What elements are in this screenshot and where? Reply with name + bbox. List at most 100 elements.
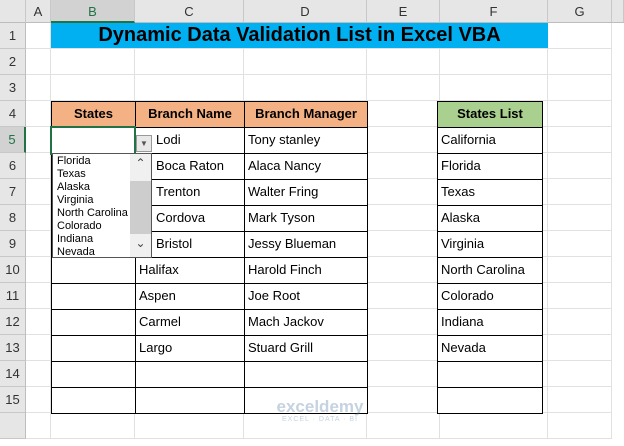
table-cell[interactable]: Alaca Nancy	[244, 153, 368, 180]
dropdown-option[interactable]: Nevada	[57, 246, 95, 258]
grid-cell[interactable]	[548, 309, 612, 335]
row-header-4[interactable]: 4	[0, 101, 26, 127]
table-cell[interactable]	[51, 283, 136, 310]
table-cell[interactable]: Aspen	[135, 283, 245, 310]
grid-cell[interactable]	[367, 205, 440, 231]
grid-cell[interactable]	[26, 205, 51, 231]
grid-cell[interactable]	[51, 49, 135, 75]
states-list-item[interactable]: Indiana	[437, 309, 543, 336]
row-header-10[interactable]: 10	[0, 257, 26, 283]
table-cell[interactable]	[51, 335, 136, 362]
grid-cell[interactable]	[367, 413, 440, 439]
table-cell[interactable]	[244, 387, 368, 414]
column-header-B[interactable]: B	[51, 0, 135, 23]
table-cell[interactable]: Walter Fring	[244, 179, 368, 206]
grid-cell[interactable]	[26, 361, 51, 387]
dropdown-option[interactable]: Indiana	[57, 233, 94, 245]
states-list-item[interactable]: Nevada	[437, 335, 543, 362]
grid-cell[interactable]	[548, 49, 612, 75]
table-cell[interactable]: Cordova	[135, 205, 245, 232]
grid-cell[interactable]	[440, 49, 548, 75]
column-header-H[interactable]	[612, 0, 624, 23]
grid-cell[interactable]	[26, 257, 51, 283]
dropdown-option[interactable]: Colorado	[57, 220, 102, 232]
table-cell[interactable]: Tony stanley	[244, 127, 368, 154]
grid-cell[interactable]	[440, 413, 548, 439]
grid-cell[interactable]	[367, 101, 440, 127]
grid-cell[interactable]	[135, 75, 244, 101]
grid-cell[interactable]	[367, 127, 440, 153]
grid-cell[interactable]	[548, 205, 612, 231]
grid-cell[interactable]	[26, 127, 51, 153]
table-cell[interactable]	[51, 387, 136, 414]
row-header-13[interactable]: 13	[0, 335, 26, 361]
grid-cell[interactable]	[548, 335, 612, 361]
row-header-14[interactable]: 14	[0, 361, 26, 387]
row-header-16[interactable]	[0, 413, 26, 439]
grid-cell[interactable]	[548, 101, 612, 127]
grid-cell[interactable]	[26, 413, 51, 439]
grid-cell[interactable]	[548, 23, 612, 49]
column-header-D[interactable]: D	[244, 0, 367, 23]
row-header-12[interactable]: 12	[0, 309, 26, 335]
grid-cell[interactable]	[26, 335, 51, 361]
states-list-item[interactable]: Texas	[437, 179, 543, 206]
states-list-item[interactable]: Alaska	[437, 205, 543, 232]
table-cell[interactable]	[51, 309, 136, 336]
grid-cell[interactable]	[26, 101, 51, 127]
dropdown-scroll-thumb[interactable]	[130, 181, 151, 234]
row-header-3[interactable]: 3	[0, 75, 26, 101]
grid-cell[interactable]	[26, 49, 51, 75]
column-header-E[interactable]: E	[367, 0, 440, 23]
table-cell[interactable]: Boca Raton	[135, 153, 245, 180]
table-cell[interactable]: Stuard Grill	[244, 335, 368, 362]
states-list-item[interactable]: California	[437, 127, 543, 154]
states-list-item[interactable]: Virginia	[437, 231, 543, 258]
grid-cell[interactable]	[548, 153, 612, 179]
states-list-item[interactable]	[437, 361, 543, 388]
dropdown-option[interactable]: Alaska	[57, 181, 91, 193]
grid-cell[interactable]	[135, 413, 244, 439]
states-list-item[interactable]: Colorado	[437, 283, 543, 310]
select-all-corner[interactable]	[0, 0, 26, 23]
grid-cell[interactable]	[367, 179, 440, 205]
row-header-5[interactable]: 5	[0, 127, 26, 153]
grid-cell[interactable]	[51, 75, 135, 101]
scroll-down-icon[interactable]: ⌄	[135, 236, 146, 250]
grid-cell[interactable]	[548, 361, 612, 387]
grid-cell[interactable]	[548, 127, 612, 153]
grid-cell[interactable]	[26, 309, 51, 335]
row-header-1[interactable]: 1	[0, 23, 26, 49]
grid-cell[interactable]	[26, 75, 51, 101]
row-header-11[interactable]: 11	[0, 283, 26, 309]
states-list-item[interactable]	[437, 387, 543, 414]
grid-cell[interactable]	[244, 413, 367, 439]
table-cell[interactable]: Largo	[135, 335, 245, 362]
grid-cell[interactable]	[244, 75, 367, 101]
table-cell[interactable]	[135, 387, 245, 414]
row-header-15[interactable]: 15	[0, 387, 26, 413]
row-header-6[interactable]: 6	[0, 153, 26, 179]
row-header-2[interactable]: 2	[0, 49, 26, 75]
grid-cell[interactable]	[26, 231, 51, 257]
column-header-F[interactable]: F	[440, 0, 548, 23]
table-cell[interactable]: Mach Jackov	[244, 309, 368, 336]
table-cell[interactable]: Mark Tyson	[244, 205, 368, 232]
grid-cell[interactable]	[367, 49, 440, 75]
grid-cell[interactable]	[244, 49, 367, 75]
dropdown-option[interactable]: Virginia	[57, 194, 94, 206]
grid-cell[interactable]	[367, 257, 440, 283]
grid-cell[interactable]	[51, 413, 135, 439]
dropdown-option[interactable]: Texas	[57, 168, 86, 180]
table-cell[interactable]: Harold Finch	[244, 257, 368, 284]
grid-cell[interactable]	[548, 75, 612, 101]
grid-cell[interactable]	[548, 231, 612, 257]
states-list-item[interactable]: North Carolina	[437, 257, 543, 284]
grid-cell[interactable]	[367, 335, 440, 361]
grid-cell[interactable]	[26, 387, 51, 413]
table-cell[interactable]	[51, 361, 136, 388]
grid-cell[interactable]	[367, 283, 440, 309]
row-header-7[interactable]: 7	[0, 179, 26, 205]
grid-cell[interactable]	[26, 283, 51, 309]
grid-cell[interactable]	[440, 75, 548, 101]
